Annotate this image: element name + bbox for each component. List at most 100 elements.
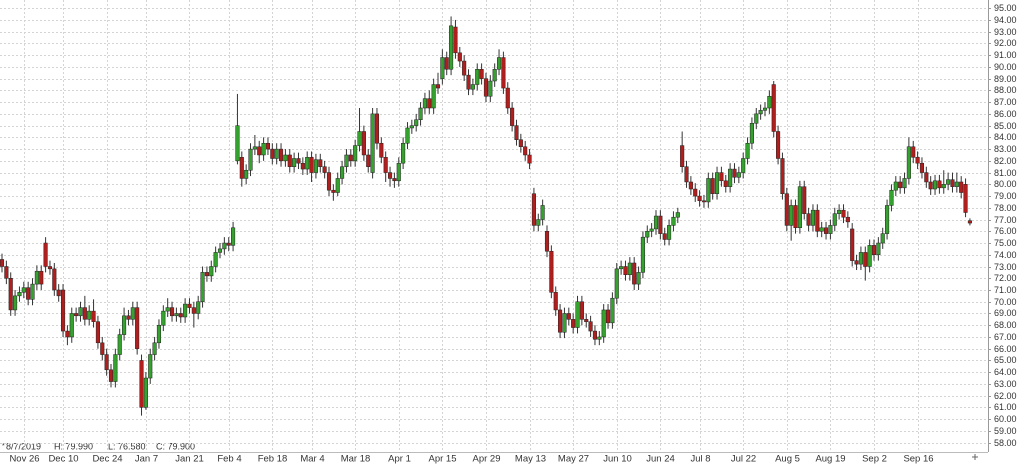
candle-body	[924, 172, 929, 183]
candle-body	[200, 272, 205, 302]
y-tick-label: 71.00	[994, 285, 1017, 295]
candle-body	[789, 205, 794, 226]
y-tick-label: 64.00	[994, 367, 1017, 377]
candle-body	[932, 180, 938, 190]
candle-body	[871, 245, 877, 256]
candle-body	[322, 166, 327, 173]
y-tick-label: 81.00	[994, 168, 1017, 178]
candle-body	[597, 336, 602, 340]
candle-body	[667, 225, 672, 240]
candle-body	[366, 154, 371, 167]
candle-body	[56, 289, 61, 297]
candle-body	[39, 270, 44, 285]
candle-body	[148, 354, 153, 379]
expand-icon[interactable]	[972, 454, 978, 460]
candle-body	[592, 330, 598, 340]
candle-body	[257, 146, 262, 156]
info-high: H: 79.990	[54, 441, 93, 451]
y-tick-label: 87.00	[994, 97, 1017, 107]
candle-body	[854, 260, 859, 265]
candle-body	[457, 52, 462, 62]
candle-body	[863, 252, 868, 267]
y-tick-label: 65.00	[994, 355, 1017, 365]
candle-body	[767, 96, 772, 109]
candle-body	[401, 142, 406, 164]
candle-body	[501, 57, 506, 89]
x-tick-label: Jun 24	[646, 454, 675, 464]
info-marker: *	[2, 443, 5, 450]
candle-body	[26, 287, 31, 300]
candle-body	[30, 283, 35, 300]
candle-body	[671, 216, 676, 226]
candle-body	[414, 119, 419, 126]
candle-body	[100, 342, 105, 355]
candle-body	[178, 313, 183, 318]
candle-body	[104, 354, 109, 371]
candle-body	[806, 213, 811, 226]
y-tick-label: 95.00	[994, 3, 1017, 13]
y-tick-label: 93.00	[994, 27, 1017, 37]
candle-body	[815, 209, 820, 232]
candle-body	[248, 148, 253, 171]
candle-body	[78, 307, 83, 317]
candle-body	[348, 154, 353, 162]
candle-body	[885, 205, 890, 234]
candle-body	[928, 181, 933, 190]
candle-body	[4, 266, 9, 279]
candle-body	[69, 313, 74, 338]
candle-body	[34, 270, 39, 285]
candle-body	[832, 213, 837, 226]
candle-body	[217, 248, 223, 253]
candle-body	[435, 84, 441, 89]
candle-body	[126, 315, 131, 320]
candle-body	[649, 228, 654, 232]
y-tick-label: 62.00	[994, 391, 1017, 401]
candle-body	[880, 233, 885, 244]
candle-body	[392, 178, 397, 182]
candle-body	[714, 172, 720, 194]
candle-body	[776, 131, 781, 159]
candle-body	[950, 179, 955, 187]
candle-body	[566, 313, 571, 320]
candle-body	[571, 319, 576, 328]
candle-body	[309, 157, 314, 173]
candle-body	[313, 159, 318, 173]
candle-body	[143, 377, 148, 408]
candle-body	[191, 307, 196, 314]
candle-body	[579, 301, 584, 320]
y-tick-label: 63.00	[994, 379, 1017, 389]
candle-body	[21, 287, 26, 293]
y-tick-label: 90.00	[994, 62, 1017, 72]
candle-body	[117, 334, 122, 355]
candle-body	[562, 313, 567, 333]
candle-body	[422, 98, 427, 109]
x-tick-label: Sep 2	[862, 454, 887, 464]
candle-body	[91, 310, 96, 322]
candle-body	[653, 215, 659, 230]
candle-body	[867, 245, 872, 267]
candle-body	[161, 310, 166, 326]
candle-body	[954, 181, 959, 187]
candle-body	[87, 310, 92, 320]
candle-body	[300, 162, 305, 170]
x-tick-label: Jul 8	[690, 454, 710, 464]
candle-body	[741, 158, 746, 173]
candle-body	[357, 131, 362, 146]
candle-body	[174, 313, 179, 317]
candle-body	[619, 266, 624, 270]
candle-body	[614, 268, 619, 299]
candle-body	[235, 125, 240, 162]
y-tick-label: 74.00	[994, 250, 1017, 260]
candle-body	[427, 98, 432, 109]
x-tick-label: Feb 18	[258, 454, 288, 464]
candle-body	[488, 80, 493, 97]
candle-body	[17, 292, 22, 297]
candle-body	[335, 178, 340, 193]
candle-body	[645, 231, 650, 238]
candle-body	[196, 301, 201, 314]
candle-body	[226, 242, 231, 246]
candle-body	[183, 303, 188, 318]
